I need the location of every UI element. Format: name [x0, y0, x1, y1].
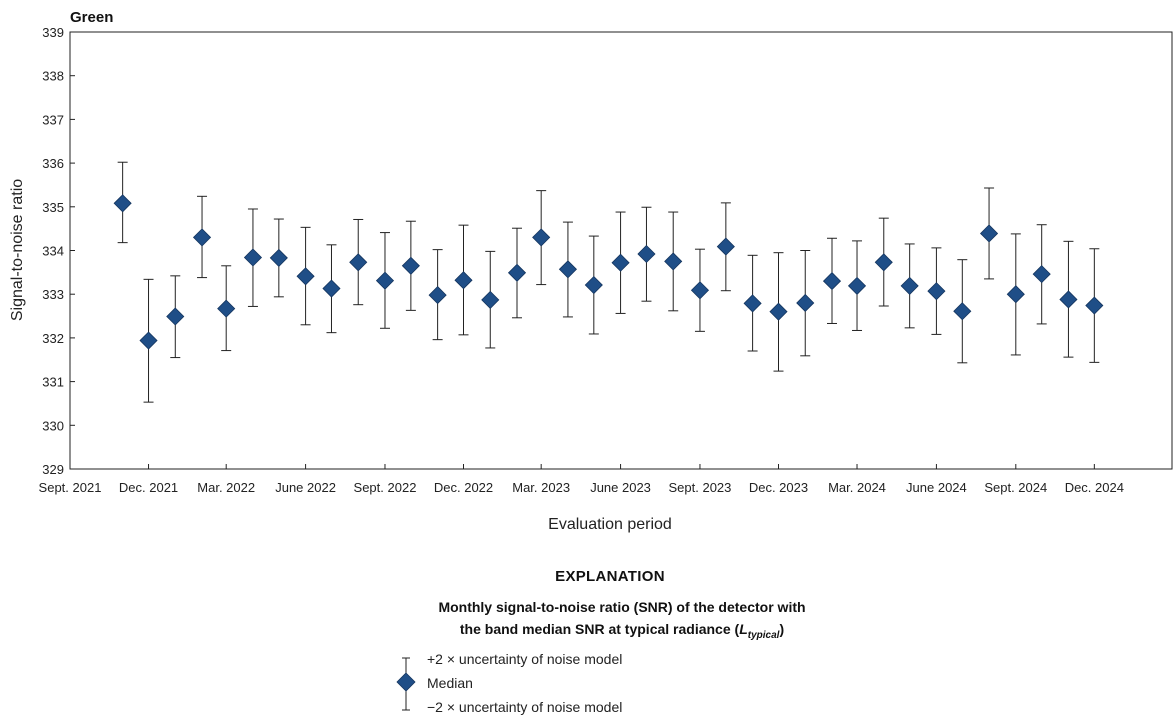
median-marker	[507, 263, 527, 282]
y-tick-label: 329	[42, 462, 64, 477]
median-marker	[401, 256, 420, 275]
median-marker	[428, 286, 447, 305]
x-axis: Sept. 2021 Dec. 2021 Mar. 2022 June 2022 Sep…	[39, 464, 1124, 495]
median-markers	[113, 194, 1104, 350]
median-marker	[716, 237, 735, 256]
x-tick-label: Dec. 2024	[1065, 480, 1124, 495]
median-marker	[769, 302, 788, 321]
median-marker	[874, 253, 893, 272]
x-tick-label: Sept. 2022	[354, 480, 417, 495]
median-marker	[1059, 290, 1078, 309]
explanation-line-2-suffix: )	[779, 621, 784, 637]
y-tick-label: 330	[42, 418, 64, 433]
y-tick-label: 332	[42, 331, 64, 346]
median-marker	[322, 279, 341, 298]
median-marker	[664, 252, 683, 271]
x-tick-label: Sept. 2024	[984, 480, 1047, 495]
median-marker	[166, 307, 185, 326]
explanation-line-2-prefix: the band median SNR at typical radiance …	[460, 621, 740, 637]
median-marker	[532, 228, 551, 247]
median-marker	[296, 267, 315, 286]
x-tick-label: Sept. 2021	[39, 480, 102, 495]
y-tick-label: 338	[42, 69, 64, 84]
y-tick-label: 333	[42, 287, 64, 302]
x-tick-label: Mar. 2022	[197, 480, 255, 495]
median-marker	[822, 272, 842, 291]
median-marker	[611, 253, 630, 272]
median-marker	[558, 260, 577, 279]
error-bars	[117, 161, 1100, 403]
median-marker	[269, 248, 288, 267]
explanation: EXPLANATION Monthly signal-to-noise rati…	[396, 568, 806, 715]
explanation-line-1: Monthly signal-to-noise ratio (SNR) of t…	[438, 599, 805, 615]
median-marker	[192, 228, 212, 247]
y-tick-label: 336	[42, 156, 64, 171]
x-tick-label: Mar. 2023	[512, 480, 570, 495]
median-marker	[454, 271, 473, 290]
median-marker	[584, 275, 603, 295]
y-tick-label: 331	[42, 375, 64, 390]
chart-title: Green	[70, 9, 113, 26]
explanation-heading: EXPLANATION	[555, 568, 665, 585]
median-marker	[743, 294, 762, 313]
x-tick-label: June 2022	[275, 480, 336, 495]
median-marker	[349, 253, 368, 272]
median-marker	[847, 276, 867, 295]
y-tick-label: 335	[42, 200, 64, 215]
explanation-line-2: the band median SNR at typical radiance …	[460, 621, 784, 641]
median-marker	[481, 290, 500, 309]
median-marker	[217, 299, 236, 318]
x-tick-label: Mar. 2024	[828, 480, 886, 495]
legend-median-marker	[396, 672, 416, 692]
median-marker	[139, 331, 158, 350]
median-marker	[900, 276, 919, 295]
median-marker	[796, 293, 815, 313]
median-marker	[243, 248, 263, 267]
median-marker	[1085, 296, 1104, 315]
l-typical-subscript: typical	[748, 630, 780, 641]
median-marker	[113, 194, 132, 213]
x-axis-title: Evaluation period	[548, 516, 672, 533]
y-tick-label: 334	[42, 244, 64, 259]
median-marker	[927, 282, 946, 301]
x-tick-label: Dec. 2021	[119, 480, 178, 495]
legend-errorbar-symbol	[396, 657, 416, 711]
median-marker	[1006, 285, 1025, 304]
l-typical-symbol: L	[739, 621, 748, 637]
x-tick-label: Dec. 2022	[434, 480, 493, 495]
y-axis: 329 330 331 332 333 334 335 336 337 338 339	[42, 25, 75, 477]
legend-lower-label: −2 × uncertainty of noise model	[427, 699, 622, 715]
median-marker	[375, 271, 395, 290]
median-marker	[1032, 265, 1051, 284]
y-axis-title: Signal-to-noise ratio	[9, 179, 26, 321]
x-tick-label: June 2023	[590, 480, 651, 495]
median-marker	[953, 302, 972, 321]
y-tick-label: 337	[42, 112, 64, 127]
x-tick-label: Sept. 2023	[669, 480, 732, 495]
legend-median-label: Median	[427, 675, 473, 691]
x-tick-label: June 2024	[906, 480, 967, 495]
median-marker	[690, 281, 710, 300]
median-marker	[637, 244, 656, 264]
legend-upper-label: +2 × uncertainty of noise model	[427, 651, 622, 667]
x-tick-label: Dec. 2023	[749, 480, 808, 495]
y-tick-label: 339	[42, 25, 64, 40]
median-marker	[979, 224, 999, 243]
